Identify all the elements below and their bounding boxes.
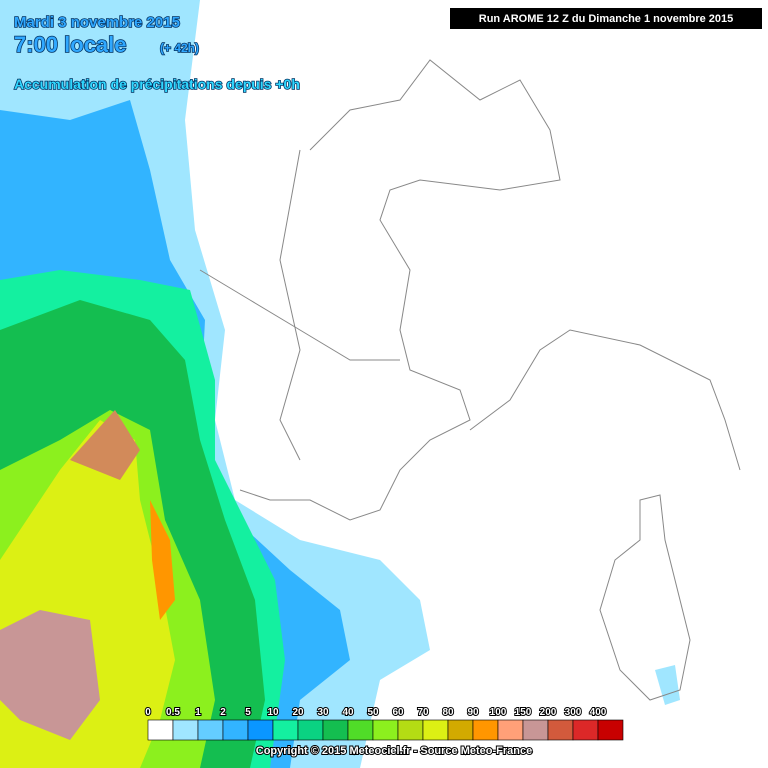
legend-swatch (397, 719, 424, 741)
time: 7:00 locale (14, 32, 127, 57)
legend: 0 0.5 1 2 5 10 20 30 40 50 60 70 80 90 100 150 200 300 400 (144, 706, 624, 741)
legend-label: 5 (245, 707, 251, 718)
legend-label: 30 (317, 707, 329, 718)
date: Mardi 3 novembre 2015 (14, 14, 180, 31)
precip-area (655, 665, 680, 705)
legend-swatch (247, 719, 274, 741)
legend-swatch (572, 719, 599, 741)
legend-label: 80 (442, 707, 454, 718)
legend-label: 300 (565, 707, 582, 718)
legend-label: 400 (590, 707, 607, 718)
run-label-box (450, 8, 762, 29)
legend-swatch (347, 719, 374, 741)
legend-label: 90 (467, 707, 479, 718)
legend-label: 60 (392, 707, 404, 718)
legend-swatch (547, 719, 574, 741)
legend-swatch (147, 719, 174, 741)
subtitle: Accumulation de précipitations depuis +0… (14, 76, 300, 92)
run-label: Run AROME 12 Z du Dimanche 1 novembre 20… (479, 13, 734, 25)
legend-label: 150 (515, 707, 532, 718)
offset: (+ 42h) (160, 41, 199, 55)
header: Mardi 3 novembre 2015 7:00 locale (+ 42h… (13, 13, 300, 93)
legend-swatch (197, 719, 224, 741)
legend-label: 0 (145, 707, 151, 718)
legend-label: 40 (342, 707, 354, 718)
legend-label: 70 (417, 707, 429, 718)
legend-swatch (597, 719, 624, 741)
legend-swatch (447, 719, 474, 741)
legend-swatch (222, 719, 249, 741)
legend-swatch (472, 719, 499, 741)
precip-area (150, 500, 175, 620)
legend-label: 0.5 (166, 707, 180, 718)
legend-swatch (422, 719, 449, 741)
borders (199, 59, 741, 701)
precip-area (0, 610, 100, 740)
legend-swatch (172, 719, 199, 741)
copyright: Copyright © 2015 Meteociel.fr - Source M… (256, 745, 532, 757)
legend-swatch (272, 719, 299, 741)
legend-label: 2 (220, 707, 226, 718)
legend-swatch (297, 719, 324, 741)
legend-swatch (322, 719, 349, 741)
legend-swatch (497, 719, 524, 741)
legend-label: 20 (292, 707, 304, 718)
legend-label: 10 (267, 707, 279, 718)
precip-area (70, 410, 140, 480)
legend-swatch (372, 719, 399, 741)
legend-swatch (522, 719, 549, 741)
legend-label: 1 (195, 707, 201, 718)
legend-label: 200 (540, 707, 557, 718)
legend-label: 100 (490, 707, 507, 718)
legend-label: 50 (367, 707, 379, 718)
